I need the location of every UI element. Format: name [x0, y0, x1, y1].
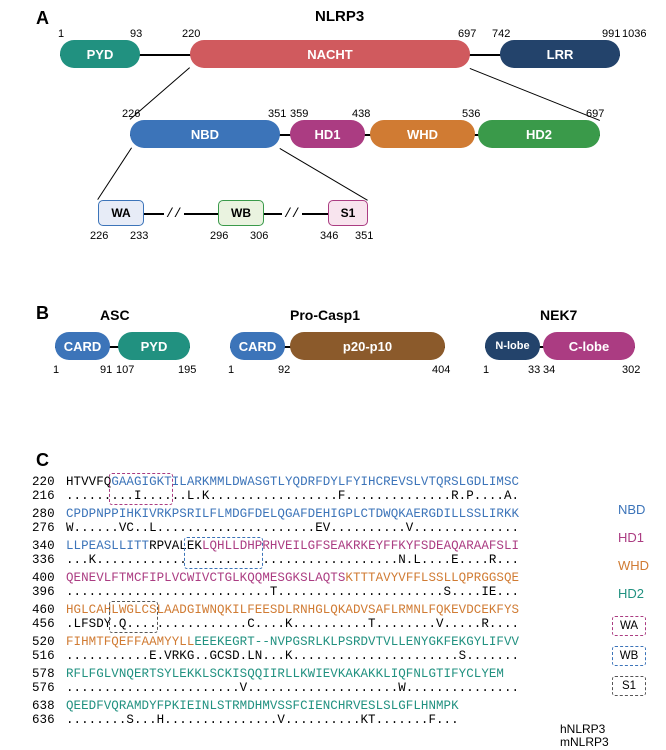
pos-num: 296 — [210, 230, 228, 242]
legend-WHD: WHD — [618, 558, 649, 573]
aln-dashbox — [109, 473, 173, 505]
pos-num: 1 — [483, 364, 489, 376]
domain-NEK7-Clobe: C-lobe — [543, 332, 635, 360]
legend-HD2: HD2 — [618, 586, 644, 601]
pos-num: 306 — [250, 230, 268, 242]
domain-Pro-Casp1-CARD: CARD — [230, 332, 285, 360]
pos-num: 302 — [622, 364, 640, 376]
aln-row-cons: 336...K.................................… — [32, 553, 642, 567]
aln-row-seq: 400QENEVLFTMCFIPLVCWIVCTGLKQQMESGKSLAQTS… — [32, 571, 642, 585]
pos-num: 1 — [228, 364, 234, 376]
domain-LRR: LRR — [500, 40, 620, 68]
pos-num: 742 — [492, 28, 510, 40]
pos-num: 226 — [122, 108, 140, 120]
domain-ASC-PYD: PYD — [118, 332, 190, 360]
legend-box-WB: WB — [612, 646, 646, 666]
aln-row-cons: 396...........................T.........… — [32, 585, 642, 599]
aln-row-cons: 516...........E.VRKG..GCSD.LN...K.......… — [32, 649, 642, 663]
pos-num: 33 — [528, 364, 540, 376]
pos-num: 107 — [116, 364, 134, 376]
aln-row-seq: 638QEEDFVQRAMDYFPKIEINLSTRMDHMVSSFCIENCH… — [32, 699, 642, 713]
domain-WHD: WHD — [370, 120, 475, 148]
species-label-h: hNLRP3 — [560, 722, 605, 736]
aln-row-seq: 578RFLFGLVNQERTSYLEKKLSCKISQQIIRLLKWIEVK… — [32, 667, 642, 681]
motif-WB: WB — [218, 200, 264, 226]
pos-num: 233 — [130, 230, 148, 242]
pos-num: 91 — [100, 364, 112, 376]
panel-a-title: NLRP3 — [315, 8, 364, 25]
pos-num: 1036 — [622, 28, 646, 40]
connector-line — [279, 148, 367, 201]
break-slashes: // — [282, 206, 302, 221]
pos-num: 220 — [182, 28, 200, 40]
aln-dashbox — [109, 601, 158, 633]
pos-num: 404 — [432, 364, 450, 376]
domain-Pro-Casp1-p20p10: p20-p10 — [290, 332, 445, 360]
domain-PYD: PYD — [60, 40, 140, 68]
aln-row-cons: 636........S...H...............V........… — [32, 713, 642, 727]
domain-HD2: HD2 — [478, 120, 600, 148]
panel-letter-a: A — [36, 8, 49, 29]
legend-NBD: NBD — [618, 502, 645, 517]
panel-letter-c: C — [36, 450, 49, 471]
connector-line — [97, 147, 132, 200]
legend-HD1: HD1 — [618, 530, 644, 545]
pos-num: 351 — [355, 230, 373, 242]
legend-box-S1: S1 — [612, 676, 646, 696]
pos-num: 93 — [130, 28, 142, 40]
aln-row-cons: 576.......................V.............… — [32, 681, 642, 695]
domain-NBD: NBD — [130, 120, 280, 148]
pos-num: 536 — [462, 108, 480, 120]
aln-dashbox — [184, 537, 263, 569]
pos-num: 34 — [543, 364, 555, 376]
legend-box-WA: WA — [612, 616, 646, 636]
panel-b-title-Pro-Casp1: Pro-Casp1 — [290, 307, 360, 323]
aln-row-seq: 280CPDPNPPIHKIVRKPSRILFLMDGFDELQGAFDEHIG… — [32, 507, 642, 521]
aln-row-seq: 520FIHMTFQEFFAAMYYLLEEEKEGRT--NVPGSRLKLP… — [32, 635, 642, 649]
panel-b-title-NEK7: NEK7 — [540, 307, 577, 323]
domain-NEK7-Nlobe: N-lobe — [485, 332, 540, 360]
connector-line — [470, 68, 600, 121]
domain-ASC-CARD: CARD — [55, 332, 110, 360]
panel-letter-b: B — [36, 303, 49, 324]
species-label-m: mNLRP3 — [560, 735, 609, 749]
domain-NACHT: NACHT — [190, 40, 470, 68]
pos-num: 195 — [178, 364, 196, 376]
pos-num: 346 — [320, 230, 338, 242]
pos-num: 438 — [352, 108, 370, 120]
break-slashes: // — [164, 206, 184, 221]
domain-HD1: HD1 — [290, 120, 365, 148]
pos-num: 697 — [586, 108, 604, 120]
motif-S1: S1 — [328, 200, 368, 226]
pos-num: 1 — [53, 364, 59, 376]
aln-row-seq: 340LLPEASLLITTRPVALEKLQHLLDHPRHVEILGFSEA… — [32, 539, 642, 553]
pos-num: 226 — [90, 230, 108, 242]
pos-num: 697 — [458, 28, 476, 40]
panel-b-title-ASC: ASC — [100, 307, 130, 323]
aln-row-cons: 276W......VC..L.....................EV..… — [32, 521, 642, 535]
pos-num: 991 — [602, 28, 620, 40]
pos-num: 351 — [268, 108, 286, 120]
pos-num: 1 — [58, 28, 64, 40]
pos-num: 92 — [278, 364, 290, 376]
pos-num: 359 — [290, 108, 308, 120]
motif-WA: WA — [98, 200, 144, 226]
